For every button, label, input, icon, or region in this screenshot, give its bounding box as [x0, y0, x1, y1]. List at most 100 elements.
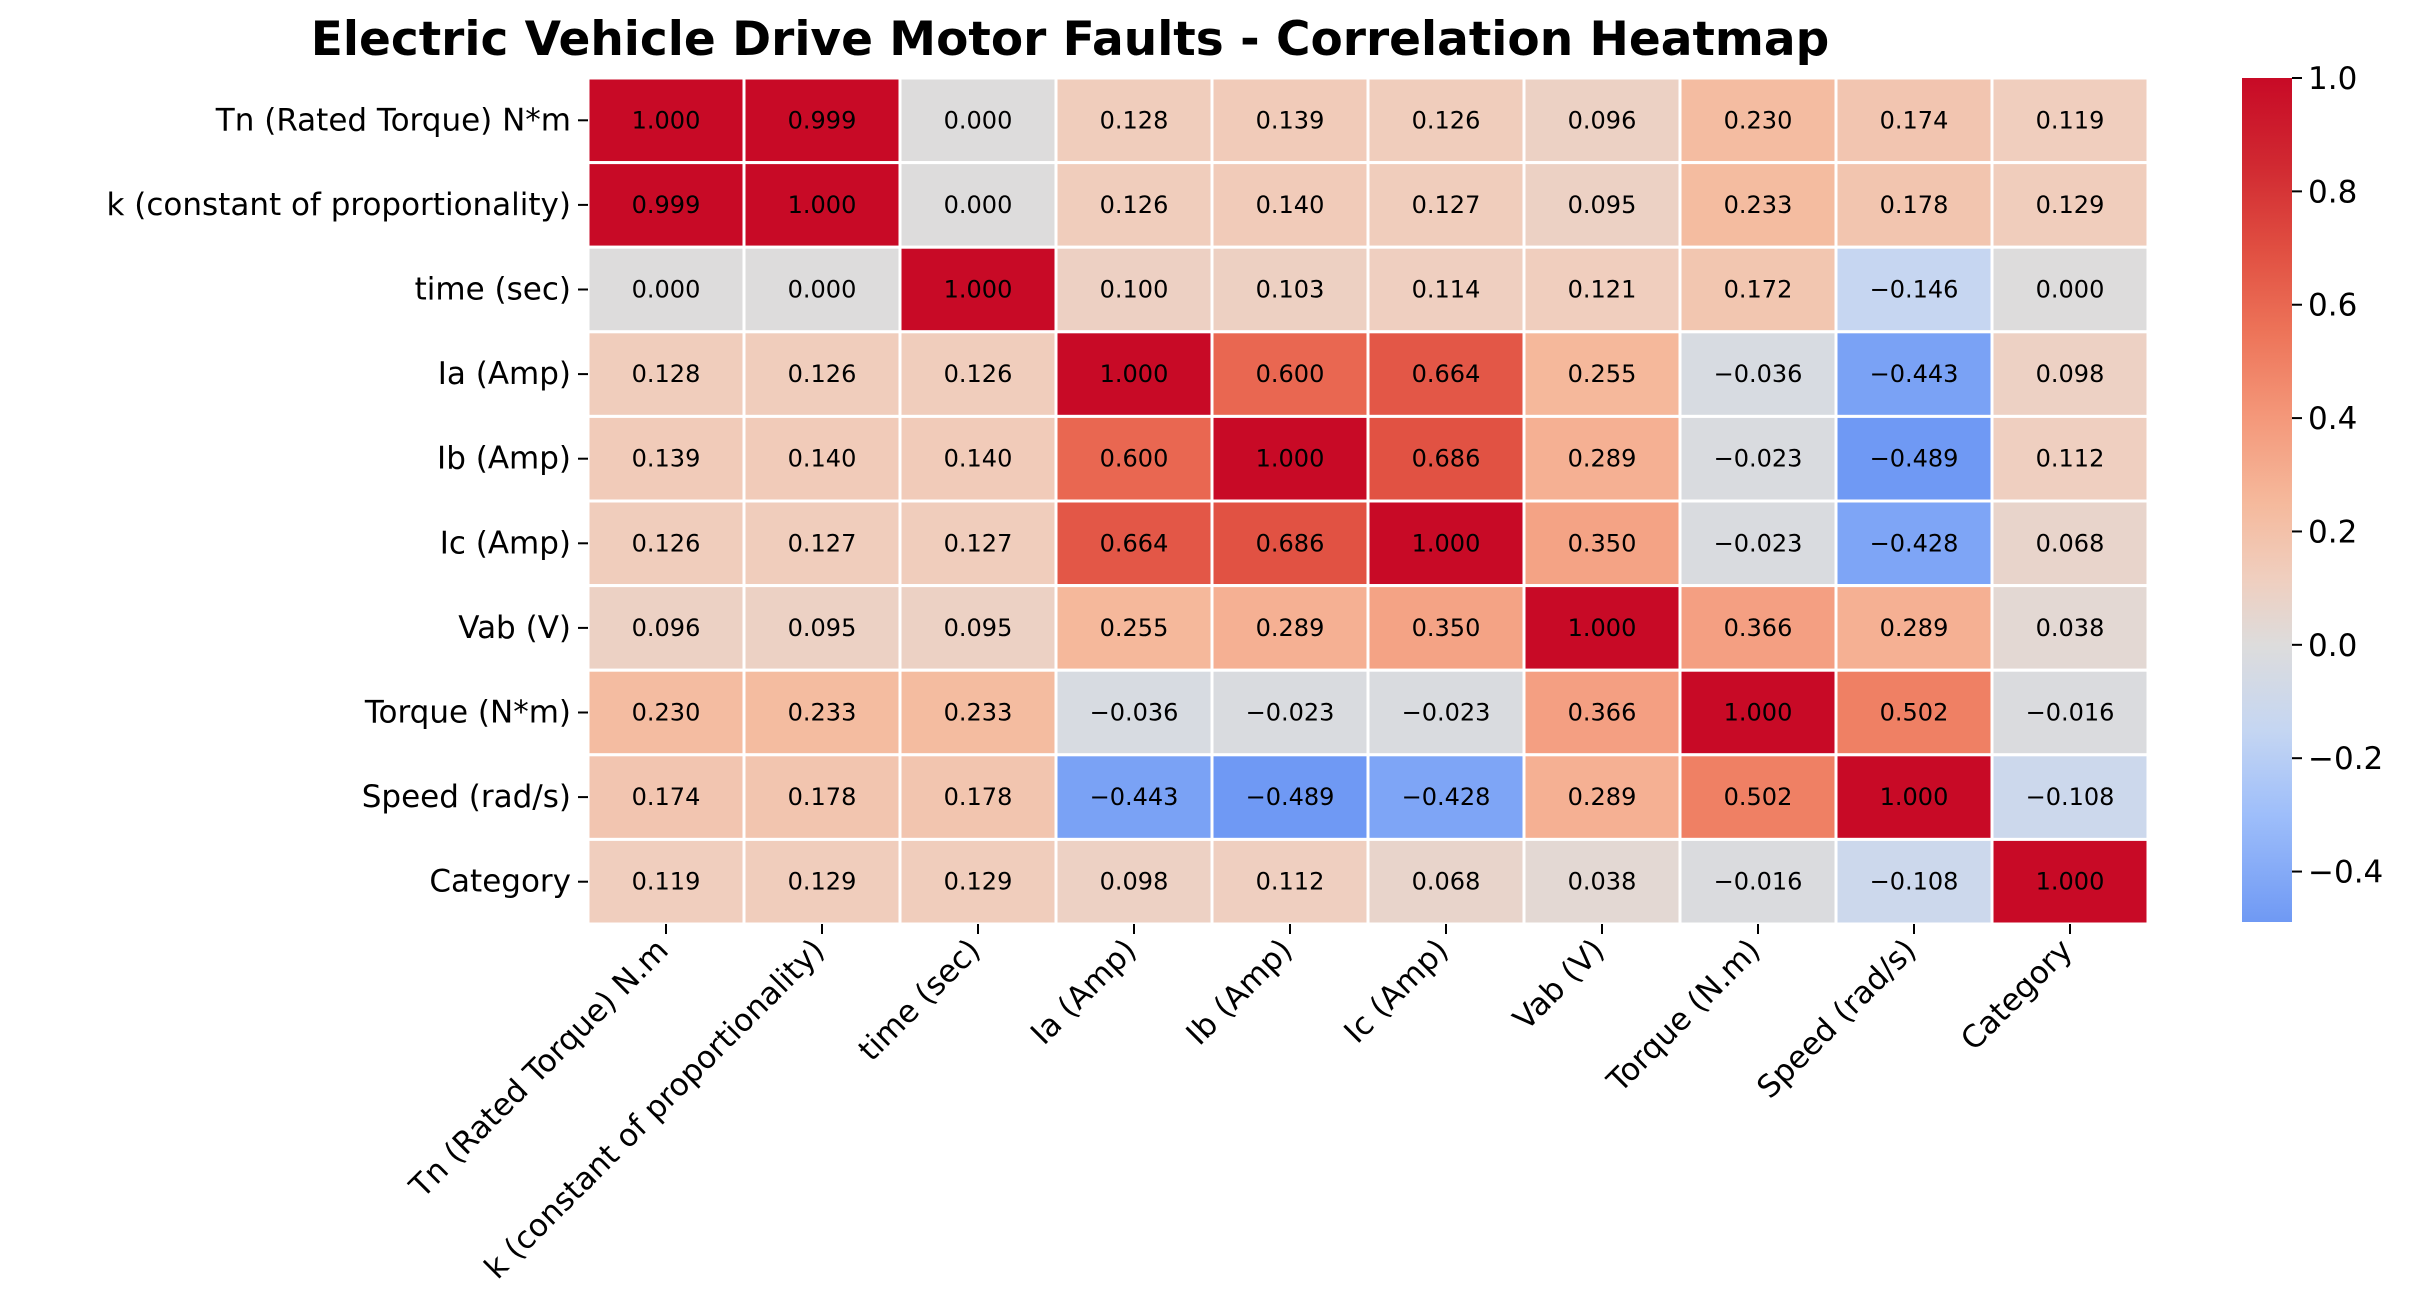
heatmap-cell [1834, 161, 1994, 249]
heatmap-cell [1366, 414, 1526, 503]
heatmap-cell-label: 1.000 [788, 191, 857, 219]
heatmap-cell [1054, 584, 1214, 672]
heatmap-cell-label: 0.126 [1412, 106, 1481, 134]
heatmap-cell [1522, 414, 1682, 503]
heatmap-cell-label: 0.119 [2036, 106, 2105, 134]
heatmap-cell-label: 1.000 [944, 276, 1013, 304]
heatmap-cell [1678, 584, 1838, 672]
x-tick-label: Speed (rad/s) [1750, 932, 1923, 1105]
heatmap-cell-label: 0.600 [1100, 445, 1169, 473]
heatmap-cell [1210, 668, 1370, 757]
x-tick-label: Ic (Amp) [1337, 932, 1455, 1050]
heatmap-cell [1678, 837, 1838, 926]
heatmap-cell-label: 0.000 [944, 191, 1013, 219]
heatmap-cell-label: 0.129 [944, 868, 1013, 896]
chart-title: Electric Vehicle Drive Motor Faults - Co… [311, 12, 1830, 67]
heatmap-cell-label: 0.128 [632, 360, 701, 388]
heatmap-cell-label: 0.127 [1412, 191, 1481, 219]
heatmap-cell-label: 0.096 [1568, 106, 1637, 134]
heatmap-cell-label: −0.023 [1714, 529, 1803, 557]
heatmap-cell-label: 0.126 [632, 529, 701, 557]
heatmap-cell [1678, 245, 1838, 334]
heatmap-cell-label: 0.128 [1100, 106, 1169, 134]
heatmap-cell-label: 1.000 [632, 106, 701, 134]
heatmap-cell [1522, 330, 1682, 418]
heatmap-cell-label: 0.121 [1568, 276, 1637, 304]
y-tick-label: Ib (Amp) [437, 441, 571, 477]
heatmap-cell-label: 0.230 [632, 699, 701, 727]
heatmap-cell [1522, 668, 1682, 757]
heatmap-cell-label: −0.023 [1246, 699, 1335, 727]
heatmap-cell-label: −0.489 [1870, 445, 1959, 473]
y-tick-label: Ia (Amp) [438, 356, 571, 392]
heatmap-cell-label: −0.108 [2026, 783, 2115, 811]
heatmap-cell-label: −0.108 [1870, 868, 1959, 896]
heatmap-cell [898, 499, 1058, 588]
heatmap-cell [1210, 499, 1370, 588]
heatmap-cell-label: −0.443 [1090, 783, 1179, 811]
heatmap-cell-label: −0.036 [1090, 699, 1179, 727]
heatmap-cell-label: 0.172 [1724, 276, 1793, 304]
x-tick-label: Ia (Amp) [1024, 932, 1144, 1052]
heatmap-cell-label: 0.178 [788, 783, 857, 811]
heatmap-cell-label: 0.230 [1724, 106, 1793, 134]
heatmap-cell [1834, 837, 1994, 926]
heatmap-cell-label: 0.126 [944, 360, 1013, 388]
heatmap-cell [1990, 76, 2150, 165]
heatmap-cell-label: 0.095 [788, 614, 857, 642]
heatmap-cell [1990, 837, 2150, 926]
heatmap-cell-label: −0.146 [1870, 276, 1959, 304]
heatmap-cell [1366, 76, 1526, 165]
heatmap-cell-label: 0.233 [1724, 191, 1793, 219]
heatmap-cell [1366, 584, 1526, 672]
colorbar-tick-label: 0.8 [2308, 174, 2357, 210]
heatmap-cell [1990, 161, 2150, 249]
colorbar-tick-label: 1.0 [2308, 61, 2357, 97]
heatmap-cell-label: 0.129 [788, 868, 857, 896]
heatmap-cell-label: 0.139 [632, 445, 701, 473]
heatmap-cell [1990, 414, 2150, 503]
heatmap-cell-label: 0.038 [1568, 868, 1637, 896]
heatmap-cell [1522, 584, 1682, 672]
heatmap-cell [586, 837, 746, 926]
heatmap-cell-label: 0.103 [1256, 276, 1325, 304]
heatmap-cell [586, 330, 746, 418]
y-tick-label: Ic (Amp) [440, 525, 571, 561]
heatmap-cell-label: 0.140 [788, 445, 857, 473]
heatmap-cell-label: 0.686 [1256, 529, 1325, 557]
heatmap-cell-label: 0.233 [788, 699, 857, 727]
heatmap-cell [1366, 668, 1526, 757]
heatmap-cell [1834, 753, 1994, 841]
y-tick-label: k (constant of proportionality) [106, 187, 571, 223]
colorbar: 1.0 0.8 0.6 0.4 0.2 0.0 −0.2 −0.4 [2242, 61, 2383, 922]
x-tick-label: Ib (Amp) [1179, 932, 1299, 1052]
heatmap-cell-label: −0.036 [1714, 360, 1803, 388]
heatmap-cell-labels: 1.000 0.999 0.000 0.128 0.139 0.126 0.096 0.230… [632, 106, 2115, 895]
heatmap-cell [1054, 161, 1214, 249]
heatmap-cell-label: 1.000 [1568, 614, 1637, 642]
heatmap-cell [1990, 753, 2150, 841]
heatmap-cell-label: 0.038 [2036, 614, 2105, 642]
y-tick-label: Tn (Rated Torque) N*m [215, 102, 571, 138]
heatmap-cell [1366, 161, 1526, 249]
heatmap-cell-label: 0.366 [1568, 699, 1637, 727]
heatmap-cell-label: −0.428 [1402, 783, 1491, 811]
heatmap-cell-label: 0.174 [632, 783, 701, 811]
heatmap-cell-label: 1.000 [1724, 699, 1793, 727]
y-tick-label: Torque (N*m) [364, 695, 571, 731]
heatmap-cell [742, 668, 902, 757]
heatmap-cell [898, 668, 1058, 757]
heatmap-cell-label: 0.999 [632, 191, 701, 219]
heatmap-cell-label: 0.664 [1412, 360, 1481, 388]
heatmap-cell-label: 0.999 [788, 106, 857, 134]
heatmap-cell-label: 0.255 [1100, 614, 1169, 642]
heatmap-cell-label: 0.000 [788, 276, 857, 304]
heatmap-cell-label: −0.016 [1714, 868, 1803, 896]
heatmap-cell [898, 245, 1058, 334]
y-tick-label: time (sec) [415, 272, 571, 308]
heatmap-cell-label: 1.000 [1412, 529, 1481, 557]
heatmap-cell [586, 499, 746, 588]
heatmap-cell-label: 1.000 [1880, 783, 1949, 811]
heatmap-cell [1834, 499, 1994, 588]
